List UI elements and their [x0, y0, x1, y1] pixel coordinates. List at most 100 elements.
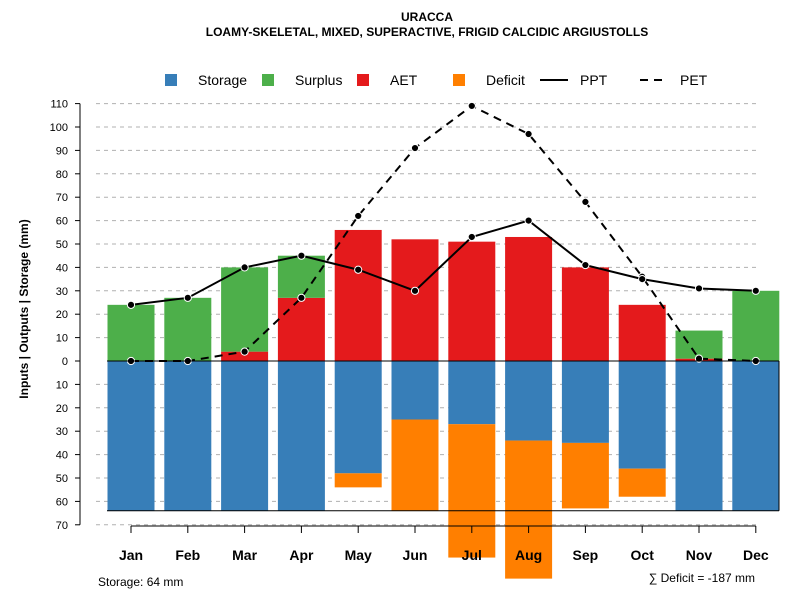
y-tick-label: 40	[56, 450, 68, 462]
legend-swatch-deficit	[453, 74, 465, 86]
bar-storage-dec	[732, 361, 780, 511]
legend-label-aet: AET	[390, 72, 418, 88]
y-tick-label: 60	[56, 496, 68, 508]
point-ppt-jul	[467, 232, 476, 242]
y-tick-label: 110	[50, 99, 68, 111]
y-tick-label: 80	[56, 169, 68, 181]
storage-note: Storage: 64 mm	[98, 575, 183, 589]
bar-storage-apr	[277, 361, 325, 511]
legend: Storage Surplus AET Deficit PPT PET	[165, 72, 708, 88]
x-tick-label-apr: Apr	[289, 547, 314, 563]
x-tick-label-aug: Aug	[515, 547, 542, 563]
point-ppt-apr	[297, 251, 306, 260]
bar-aet-may	[334, 229, 382, 361]
bar-storage-mar	[221, 361, 269, 511]
point-ppt-feb	[183, 293, 192, 302]
legend-swatch-aet	[357, 74, 369, 86]
y-tick-label: 50	[56, 239, 68, 251]
bar-storage-oct	[618, 361, 666, 469]
point-pet-apr	[297, 293, 306, 302]
bar-surplus-jan	[107, 304, 155, 361]
y-tick-label: 0	[62, 356, 68, 368]
line-pet	[131, 104, 756, 362]
point-pet-mar	[240, 347, 249, 356]
point-pet-sep	[581, 197, 590, 206]
bar-storage-jun	[391, 361, 439, 420]
x-tick-label-sep: Sep	[573, 547, 599, 563]
bar-storage-aug	[505, 361, 553, 441]
bar-aet-jun	[391, 239, 439, 361]
y-tick-label: 70	[56, 520, 68, 532]
y-tick-label: 100	[50, 122, 68, 134]
bar-storage-sep	[561, 361, 609, 443]
deficit-note: ∑ Deficit = -187 mm	[649, 571, 755, 585]
bar-surplus-mar	[221, 267, 269, 352]
point-ppt-oct	[638, 275, 647, 284]
x-tick-label-jun: Jun	[403, 547, 428, 563]
y-tick-label: 30	[56, 286, 68, 298]
x-tick-label-oct: Oct	[631, 547, 655, 563]
point-ppt-dec	[751, 286, 760, 295]
bar-aet-jul	[448, 241, 496, 361]
bar-aet-sep	[561, 267, 609, 361]
point-ppt-aug	[524, 216, 533, 225]
point-ppt-jan	[126, 300, 136, 309]
y-tick-label: 10	[56, 333, 68, 345]
x-tick-label-nov: Nov	[686, 547, 713, 563]
y-tick-label: 90	[56, 145, 68, 157]
bar-deficit-sep	[561, 442, 609, 509]
chart-subtitle: LOAMY-SKELETAL, MIXED, SUPERACTIVE, FRIG…	[206, 25, 648, 39]
axes: 110100908070605040302010010203040506070J…	[50, 99, 780, 563]
bar-deficit-jul	[448, 424, 496, 558]
x-tick-label-jul: Jul	[462, 547, 482, 563]
bar-aet-oct	[618, 304, 666, 361]
bar-aet-aug	[505, 236, 553, 361]
bar-storage-jul	[448, 361, 496, 425]
bar-surplus-apr	[277, 255, 325, 298]
bar-surplus-nov	[675, 330, 723, 359]
legend-label-surplus: Surplus	[295, 72, 342, 88]
x-tick-label-dec: Dec	[743, 547, 769, 563]
legend-swatch-storage	[165, 74, 177, 86]
bar-aet-apr	[277, 297, 325, 361]
lines	[126, 101, 760, 366]
point-pet-nov	[694, 354, 704, 363]
point-ppt-may	[354, 265, 363, 274]
point-ppt-sep	[581, 260, 590, 270]
y-tick-label: 30	[56, 426, 68, 438]
bars	[107, 229, 780, 579]
point-pet-jun	[410, 143, 420, 153]
y-tick-label: 70	[56, 192, 68, 204]
bar-storage-feb	[164, 361, 212, 511]
bar-surplus-feb	[164, 297, 212, 361]
chart-title: URACCA	[401, 10, 453, 24]
bar-surplus-dec	[732, 290, 780, 361]
legend-label-deficit: Deficit	[486, 72, 525, 88]
legend-label-ppt: PPT	[580, 72, 608, 88]
y-tick-label: 60	[56, 216, 68, 228]
bar-deficit-jun	[391, 419, 439, 511]
bar-aet-mar	[221, 351, 269, 361]
x-tick-label-mar: Mar	[232, 547, 257, 563]
point-pet-aug	[524, 129, 533, 139]
y-tick-label: 20	[56, 403, 68, 415]
bar-storage-may	[334, 361, 382, 474]
y-tick-label: 20	[56, 309, 68, 321]
y-tick-label: 40	[56, 262, 68, 274]
bar-storage-nov	[675, 361, 723, 511]
x-tick-label-may: May	[345, 547, 372, 563]
y-axis-label: Inputs | Outputs | Storage (mm)	[17, 219, 31, 398]
bar-deficit-may	[334, 473, 382, 488]
line-ppt	[130, 219, 756, 306]
x-tick-label-feb: Feb	[175, 547, 200, 563]
legend-label-storage: Storage	[198, 72, 247, 88]
point-ppt-mar	[240, 263, 249, 272]
legend-label-pet: PET	[680, 72, 708, 88]
y-tick-label: 10	[56, 379, 68, 391]
point-pet-jul	[467, 101, 476, 111]
x-tick-label-jan: Jan	[119, 547, 143, 563]
y-tick-label: 50	[56, 473, 68, 485]
point-ppt-nov	[694, 284, 704, 293]
legend-swatch-surplus	[262, 74, 274, 86]
